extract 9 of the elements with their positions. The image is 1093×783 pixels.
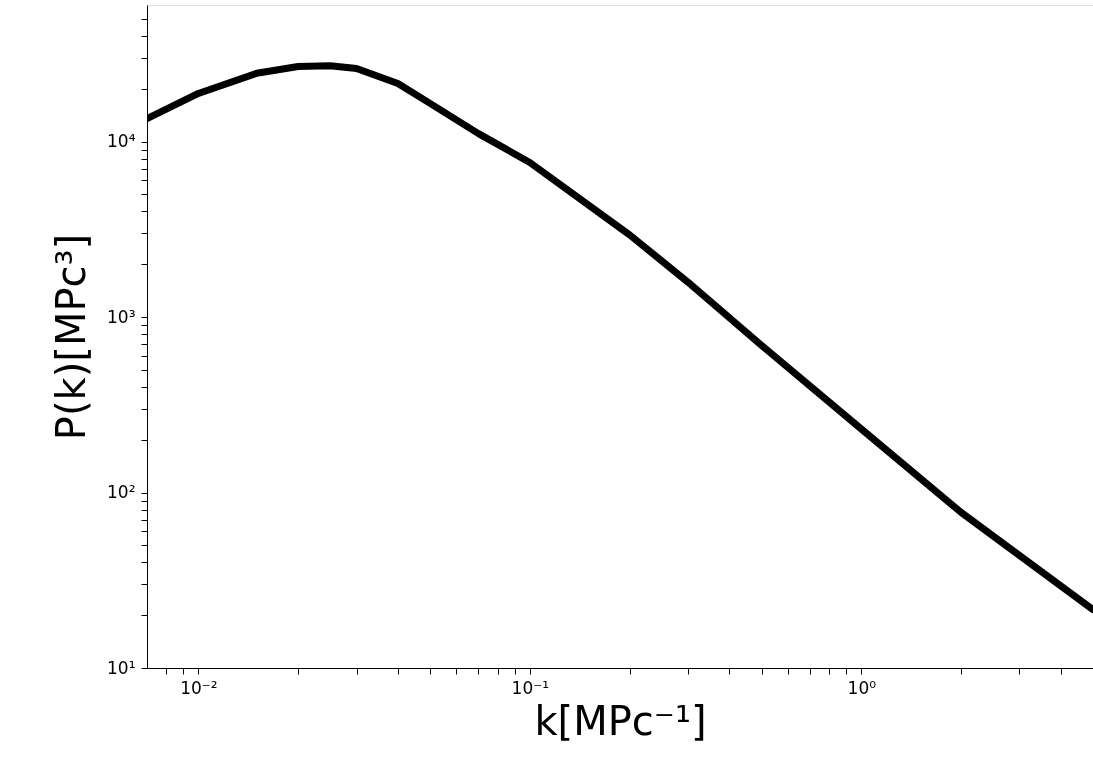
x-tick-label: 10⁻¹ bbox=[511, 677, 550, 698]
y-tick-label: 10³ bbox=[107, 306, 136, 327]
x-tick-label: 10⁻² bbox=[180, 677, 218, 698]
y-tick-label: 10⁴ bbox=[107, 131, 136, 152]
x-tick-label: 10⁰ bbox=[847, 677, 877, 698]
x-axis-title: k[MPc⁻¹] bbox=[534, 697, 707, 744]
y-tick-label: 10² bbox=[107, 482, 136, 503]
y-tick-label: 10¹ bbox=[107, 657, 136, 678]
y-axis-title: P(k)[MPc³] bbox=[48, 233, 95, 441]
